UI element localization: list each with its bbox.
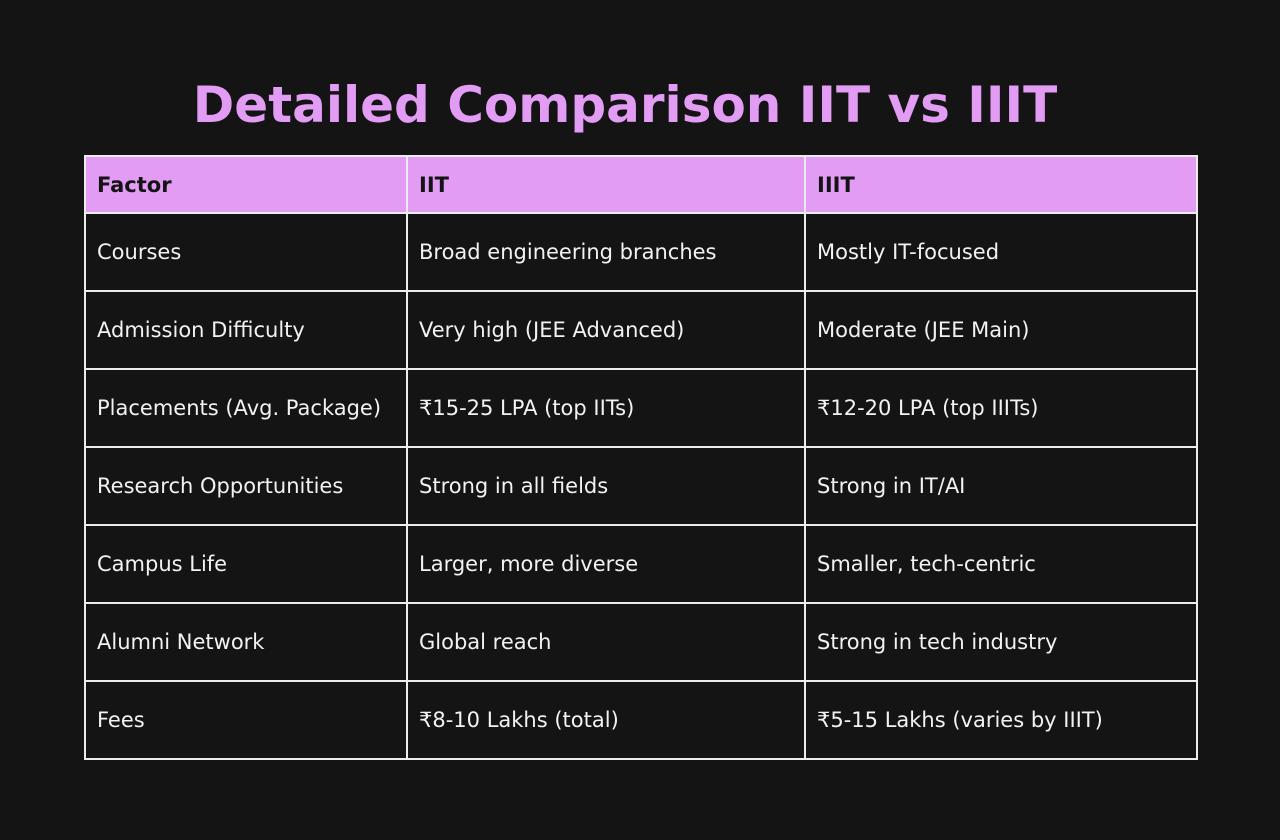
- iit-cell: Very high (JEE Advanced): [406, 290, 806, 370]
- factor-cell: Campus Life: [84, 524, 408, 604]
- factor-cell: Courses: [84, 212, 408, 292]
- comparison-table: Factor IIT IIIT Courses Broad engineerin…: [84, 155, 1198, 760]
- iit-cell: ₹8-10 Lakhs (total): [406, 680, 806, 760]
- iiit-cell: Moderate (JEE Main): [804, 290, 1198, 370]
- iit-cell: ₹15-25 LPA (top IITs): [406, 368, 806, 448]
- table-row: Fees ₹8-10 Lakhs (total) ₹5-15 Lakhs (va…: [84, 680, 1198, 760]
- factor-cell: Alumni Network: [84, 602, 408, 682]
- table-body: Courses Broad engineering branches Mostl…: [84, 212, 1198, 760]
- header-factor: Factor: [84, 155, 408, 214]
- iiit-cell: Strong in tech industry: [804, 602, 1198, 682]
- table-row: Admission Difficulty Very high (JEE Adva…: [84, 290, 1198, 370]
- table-row: Placements (Avg. Package) ₹15-25 LPA (to…: [84, 368, 1198, 448]
- table-header: Factor IIT IIIT: [84, 155, 1198, 214]
- table-row: Campus Life Larger, more diverse Smaller…: [84, 524, 1198, 604]
- table-row: Alumni Network Global reach Strong in te…: [84, 602, 1198, 682]
- factor-cell: Admission Difficulty: [84, 290, 408, 370]
- iit-cell: Global reach: [406, 602, 806, 682]
- header-row: Factor IIT IIIT: [84, 155, 1198, 214]
- page-title: Detailed Comparison IIT vs IIIT: [192, 76, 1058, 134]
- iiit-cell: ₹5-15 Lakhs (varies by IIIT): [804, 680, 1198, 760]
- iiit-cell: Strong in IT/AI: [804, 446, 1198, 526]
- iiit-cell: Mostly IT-focused: [804, 212, 1198, 292]
- factor-cell: Placements (Avg. Package): [84, 368, 408, 448]
- header-iiit: IIIT: [804, 155, 1198, 214]
- table-row: Courses Broad engineering branches Mostl…: [84, 212, 1198, 292]
- table-row: Research Opportunities Strong in all fie…: [84, 446, 1198, 526]
- factor-cell: Research Opportunities: [84, 446, 408, 526]
- header-iit: IIT: [406, 155, 806, 214]
- iit-cell: Broad engineering branches: [406, 212, 806, 292]
- iiit-cell: Smaller, tech-centric: [804, 524, 1198, 604]
- iit-cell: Larger, more diverse: [406, 524, 806, 604]
- factor-cell: Fees: [84, 680, 408, 760]
- iit-cell: Strong in all fields: [406, 446, 806, 526]
- iiit-cell: ₹12-20 LPA (top IIITs): [804, 368, 1198, 448]
